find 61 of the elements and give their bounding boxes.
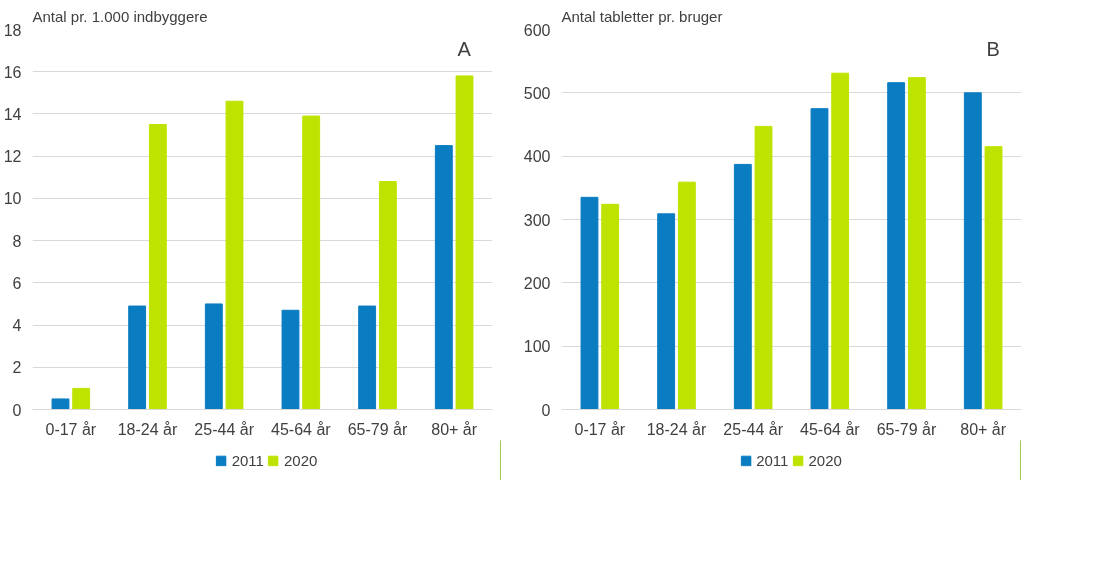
y-tick-label: 300 bbox=[523, 211, 551, 229]
bar bbox=[378, 181, 397, 410]
bar bbox=[810, 108, 829, 410]
x-tick-label: 18-24 år bbox=[646, 420, 707, 438]
bar bbox=[657, 213, 676, 410]
y-tick-label: 200 bbox=[523, 274, 551, 292]
y-tick-label: 14 bbox=[3, 105, 22, 123]
y-tick-label: 0 bbox=[541, 401, 551, 419]
x-tick-label: 0-17 år bbox=[574, 420, 626, 438]
x-tick-label: 0-17 år bbox=[45, 420, 97, 438]
bar bbox=[580, 196, 599, 410]
x-tick-label: 25-44 år bbox=[723, 420, 784, 438]
y-tick-label: 0 bbox=[12, 401, 22, 419]
x-tick-label: 65-79 år bbox=[347, 420, 408, 438]
bar bbox=[225, 100, 244, 410]
bar bbox=[831, 72, 850, 410]
bar bbox=[677, 181, 696, 410]
x-tick-label: 25-44 år bbox=[194, 420, 255, 438]
y-tick-label: 100 bbox=[523, 338, 551, 356]
annotation: B bbox=[986, 37, 1000, 60]
x-tick-label: 18-24 år bbox=[117, 420, 178, 438]
bar bbox=[358, 305, 377, 410]
x-tick-label: 80+ år bbox=[960, 420, 1007, 438]
y-tick-label: 600 bbox=[523, 21, 551, 39]
bar bbox=[455, 75, 474, 410]
y-tick-label: 12 bbox=[3, 148, 22, 166]
y-tick-label: 10 bbox=[3, 190, 22, 208]
y-tick-label: 2 bbox=[12, 359, 22, 377]
y-axis-title: Antal tabletter pr. bruger bbox=[561, 7, 723, 25]
y-axis-title: Antal pr. 1.000 indbyggere bbox=[32, 7, 208, 25]
y-tick-label: 6 bbox=[12, 274, 22, 292]
y-tick-label: 400 bbox=[523, 148, 551, 166]
y-tick-label: 8 bbox=[12, 232, 22, 250]
bar bbox=[601, 203, 620, 410]
x-tick-label: 65-79 år bbox=[876, 420, 937, 438]
bar bbox=[72, 387, 91, 410]
bar bbox=[302, 115, 321, 410]
legend-label: 2011 bbox=[756, 451, 789, 469]
bar bbox=[754, 125, 773, 410]
legend-label: 2020 bbox=[808, 451, 842, 469]
bar bbox=[434, 145, 453, 410]
bar bbox=[51, 398, 70, 410]
y-tick-label: 16 bbox=[3, 63, 22, 81]
x-tick-label: 80+ år bbox=[431, 420, 478, 438]
x-tick-label: 45-64 år bbox=[271, 420, 332, 438]
bar bbox=[733, 163, 752, 410]
bar bbox=[984, 146, 1003, 410]
bar bbox=[128, 305, 147, 410]
y-tick-label: 18 bbox=[3, 21, 22, 39]
x-tick-label: 45-64 år bbox=[800, 420, 861, 438]
bar bbox=[281, 309, 300, 410]
bar bbox=[148, 124, 167, 410]
bar bbox=[963, 92, 982, 410]
bar bbox=[204, 303, 223, 410]
annotation: A bbox=[457, 37, 472, 60]
bar bbox=[907, 77, 926, 410]
legend-label: 2011 bbox=[231, 451, 264, 469]
legend-label: 2020 bbox=[283, 451, 318, 469]
y-tick-label: 500 bbox=[523, 84, 551, 102]
y-tick-label: 4 bbox=[12, 317, 22, 335]
bar bbox=[887, 82, 906, 410]
